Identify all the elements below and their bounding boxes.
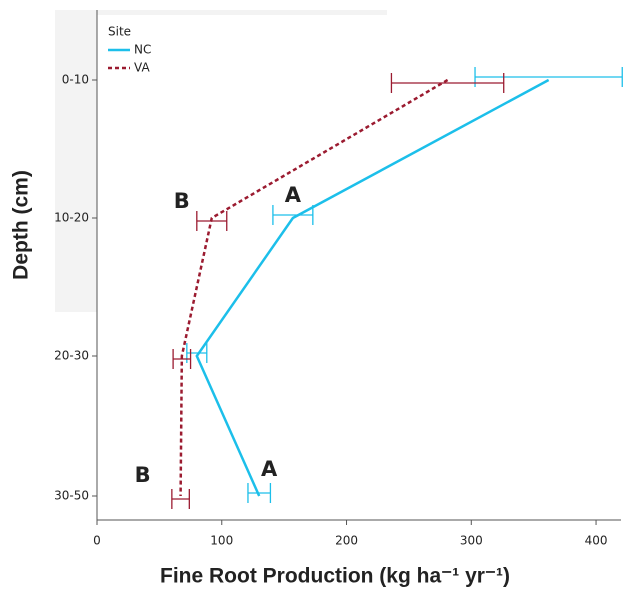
x-tick-label: 200 — [335, 534, 358, 548]
significance-letter: A — [261, 457, 278, 481]
y-tick-label: 20-30 — [54, 349, 89, 363]
error-bar — [474, 67, 623, 87]
error-bar — [196, 211, 228, 231]
error-bar — [247, 483, 272, 503]
x-tick-label: 0 — [93, 534, 101, 548]
legend-title: Site — [108, 25, 131, 39]
series-line — [179, 78, 449, 497]
series-line — [195, 78, 550, 497]
x-axis-label: Fine Root Production (kg ha⁻¹ yr⁻¹) — [160, 565, 510, 588]
error-bar — [172, 349, 192, 369]
x-tick-label: 400 — [585, 534, 608, 548]
y-tick-label: 0-10 — [62, 73, 89, 87]
y-tick-label: 30-50 — [54, 489, 89, 503]
x-tick-label: 300 — [460, 534, 483, 548]
x-tick-label: 100 — [210, 534, 233, 548]
error-bar — [272, 205, 314, 225]
legend-label: VA — [134, 61, 150, 75]
y-tick-label: 10-20 — [54, 211, 89, 225]
background-band — [97, 10, 387, 15]
background-band — [55, 10, 97, 312]
significance-letter: B — [135, 463, 151, 487]
error-bar — [171, 489, 190, 509]
error-bar — [390, 73, 505, 93]
significance-letter: A — [285, 183, 302, 207]
legend-label: NC — [134, 43, 151, 57]
y-axis-label: Depth (cm) — [10, 170, 33, 280]
significance-letter: B — [174, 189, 190, 213]
